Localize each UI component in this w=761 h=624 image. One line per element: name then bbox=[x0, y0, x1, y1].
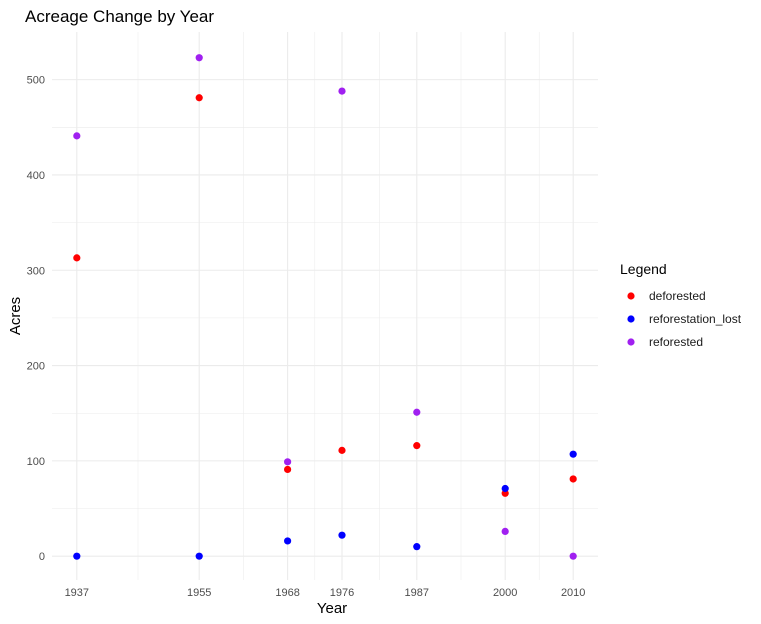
data-point bbox=[413, 442, 421, 450]
legend-key bbox=[627, 292, 635, 300]
data-point bbox=[569, 450, 577, 458]
legend-label: reforestation_lost bbox=[649, 312, 742, 326]
data-point bbox=[338, 87, 346, 95]
legend: Legend deforested reforestation_lostrefor… bbox=[620, 261, 742, 349]
data-point bbox=[284, 465, 292, 474]
x-tick-label: 2000 bbox=[493, 587, 517, 599]
y-tick-label: 200 bbox=[27, 361, 45, 373]
x-tick-label: 1937 bbox=[65, 587, 89, 599]
x-tick-label: 1987 bbox=[405, 587, 429, 599]
data-point bbox=[569, 552, 577, 560]
legend-label: deforested bbox=[649, 289, 706, 303]
y-tick-label: 500 bbox=[27, 75, 45, 87]
x-tick-label: 2010 bbox=[561, 587, 585, 599]
data-point bbox=[413, 408, 421, 416]
x-axis-ticks: 1937 1955 1968 1976 1987 2000 2010 bbox=[65, 587, 586, 599]
data-point bbox=[501, 484, 509, 493]
data-point bbox=[569, 475, 577, 483]
y-tick-label: 100 bbox=[27, 456, 45, 468]
data-point bbox=[501, 527, 509, 535]
data-point bbox=[338, 531, 346, 539]
y-tick-label: 400 bbox=[27, 170, 45, 182]
data-point bbox=[284, 458, 292, 466]
x-tick-label: 1976 bbox=[330, 587, 354, 599]
y-axis-title: Acres bbox=[7, 297, 24, 335]
legend-title: Legend bbox=[620, 261, 667, 277]
data-point bbox=[195, 552, 203, 560]
legend-key bbox=[627, 315, 635, 323]
x-tick-label: 1968 bbox=[275, 587, 299, 599]
legend-label: reforested bbox=[649, 335, 703, 349]
data-point bbox=[338, 446, 346, 454]
y-tick-label: 0 bbox=[39, 551, 45, 563]
grid-lines bbox=[52, 32, 598, 580]
data-point bbox=[284, 537, 292, 545]
data-point bbox=[413, 543, 421, 551]
data-point bbox=[195, 54, 203, 62]
legend-key bbox=[627, 338, 635, 346]
data-point bbox=[195, 94, 203, 102]
x-axis-title: Year bbox=[317, 600, 347, 617]
data-point bbox=[73, 254, 81, 262]
y-axis-ticks: 0 100 200 300 400 500 bbox=[27, 75, 45, 564]
x-tick-label: 1955 bbox=[187, 587, 211, 599]
data-point bbox=[73, 552, 81, 560]
data-points bbox=[73, 54, 577, 560]
y-tick-label: 300 bbox=[27, 265, 45, 277]
data-point bbox=[73, 132, 81, 140]
chart-title: Acreage Change by Year bbox=[25, 7, 214, 26]
